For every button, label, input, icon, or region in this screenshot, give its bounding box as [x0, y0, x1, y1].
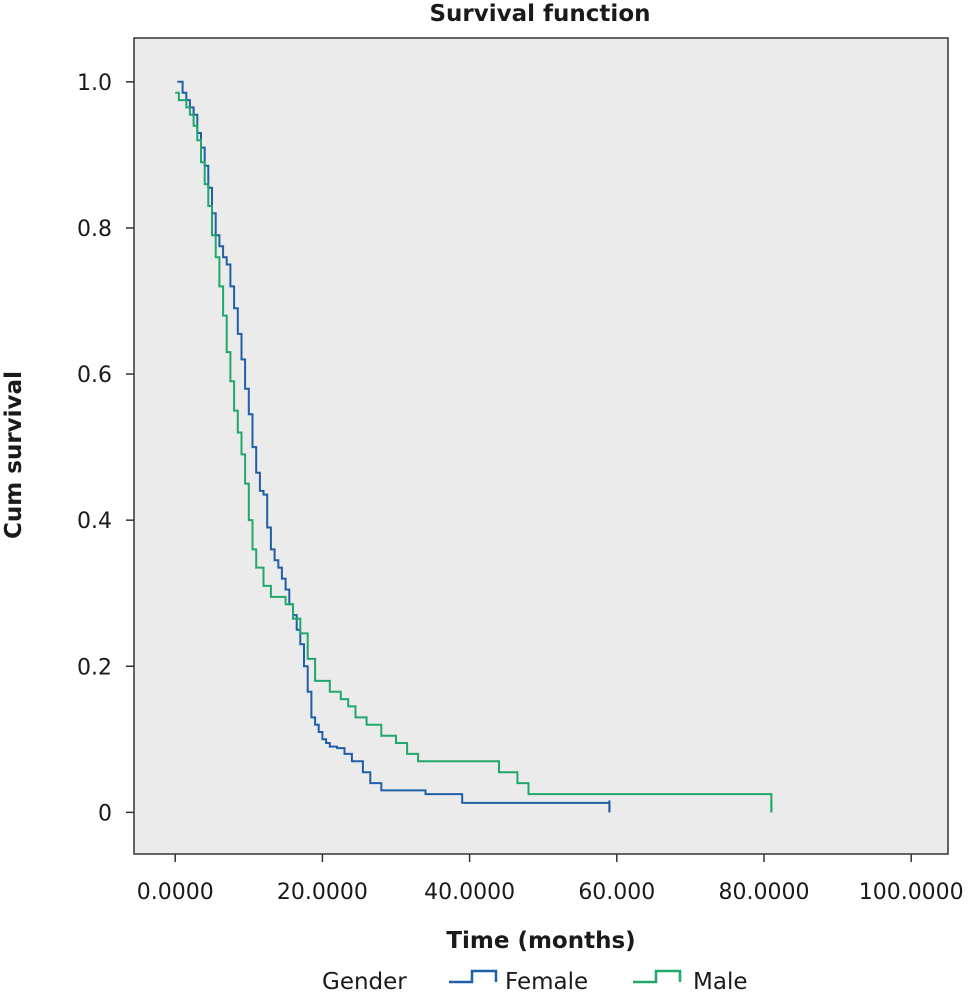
series-line-male: [175, 91, 773, 813]
y-tick-label: 0.6: [77, 363, 112, 388]
legend-swatch-male: [633, 969, 682, 984]
x-tick-label: 80.0000: [719, 880, 810, 905]
y-tick-label: 1.0: [77, 71, 112, 96]
legend-label-male: Male: [693, 969, 747, 992]
series-line-female: [177, 80, 611, 813]
plot-area: [133, 37, 949, 855]
y-tick-label: 0.8: [77, 217, 112, 242]
x-tick-label: 0.0000: [137, 880, 214, 905]
y-tick-label: 0: [98, 801, 112, 826]
chart-title: Survival function: [429, 1, 650, 27]
series-layer: [175, 80, 773, 813]
x-tick-label: 100.0000: [859, 880, 964, 905]
legend-title: Gender: [322, 969, 407, 992]
x-axis: 0.0000 20.0000 40.0000 60.000 80.0000 100.000…: [137, 854, 964, 905]
y-axis-title: Cum survival: [1, 371, 27, 539]
x-axis-title: Time (months): [446, 928, 635, 954]
legend: Gender Female Male: [322, 969, 747, 992]
y-tick-label: 0.2: [77, 655, 112, 680]
legend-swatch-female: [449, 969, 498, 984]
y-axis: 0 0.2 0.4 0.6 0.8 1.0: [77, 71, 134, 826]
y-tick-label: 0.4: [77, 509, 112, 534]
x-tick-label: 20.0000: [277, 880, 368, 905]
x-tick-label: 40.0000: [424, 880, 515, 905]
legend-label-female: Female: [505, 969, 588, 992]
x-tick-label: 60.000: [578, 880, 655, 905]
